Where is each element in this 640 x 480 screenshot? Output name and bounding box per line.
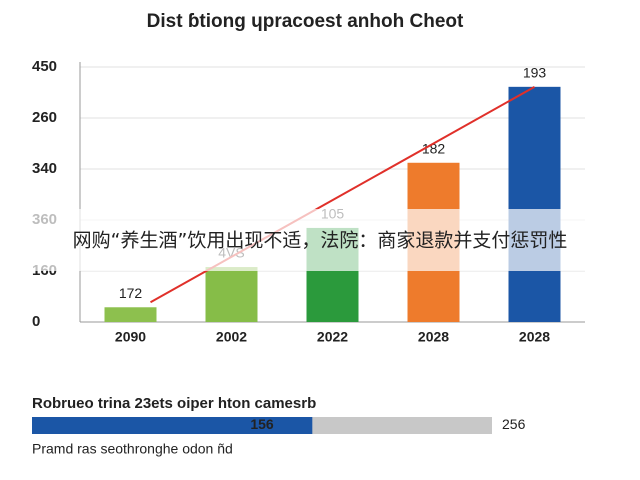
caption-band bbox=[0, 209, 640, 271]
bar bbox=[205, 267, 258, 322]
caption: 网购“养生酒”饮用出现不适，法院：商家退款并支付惩罚性 bbox=[73, 230, 568, 252]
x-tick-label: 2028 bbox=[418, 329, 449, 345]
value-label: 172 bbox=[119, 285, 143, 301]
value-label: 256 bbox=[502, 416, 526, 432]
bar bbox=[104, 307, 157, 322]
value-label: 182 bbox=[422, 140, 446, 156]
y-tick-label: 450 bbox=[32, 58, 57, 75]
y-tick-label: 340 bbox=[32, 160, 57, 177]
note: Pramd ras seothronghe odon ñd bbox=[32, 441, 233, 457]
value-label: 193 bbox=[523, 65, 547, 81]
chart-title: Dist ɓtiong ɥpracoest anhoh Cheot bbox=[147, 11, 464, 32]
x-tick-label: 2028 bbox=[519, 329, 550, 345]
x-tick-label: 2002 bbox=[216, 329, 247, 345]
bar bbox=[508, 86, 561, 322]
y-tick-label: 0 bbox=[32, 313, 40, 330]
x-tick-label: 2022 bbox=[317, 329, 348, 345]
value-label: 156 bbox=[250, 416, 274, 432]
sub-title: Robrueo trina 23ets oiper hton camesrb bbox=[32, 395, 316, 412]
progress-bar bbox=[32, 417, 313, 434]
y-tick-label: 260 bbox=[32, 109, 57, 126]
x-tick-label: 2090 bbox=[115, 329, 146, 345]
